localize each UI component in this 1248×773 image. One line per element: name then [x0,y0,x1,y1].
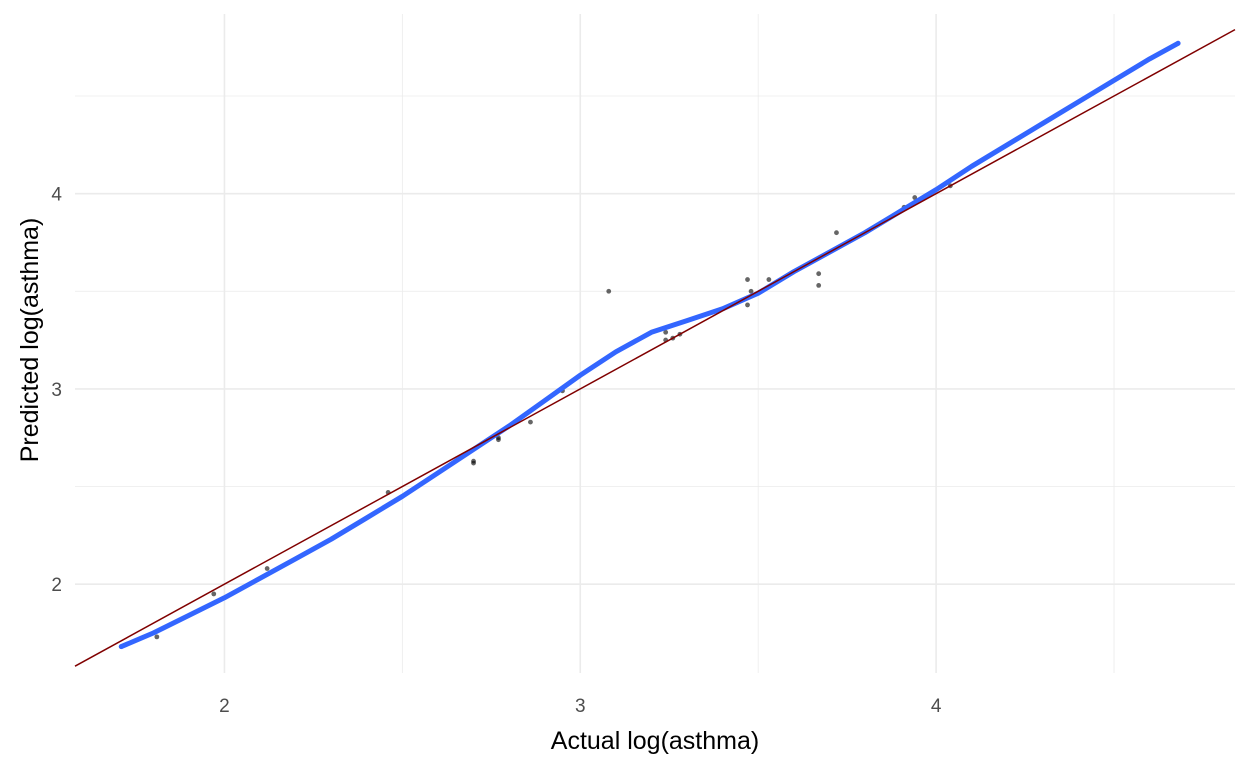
identity-reference-line [74,28,1236,667]
data-point [745,302,750,308]
data-point [528,419,533,425]
y-tick-label: 2 [51,575,62,596]
x-tick-label: 3 [575,696,586,717]
data-point [606,288,612,294]
data-point [663,329,669,335]
data-point [748,288,754,294]
y-tick-label: 4 [51,185,62,206]
data-point [264,566,270,571]
y-tick-label: 3 [51,380,62,401]
data-point [912,195,918,200]
grid-lines [75,14,1235,673]
data-point [471,460,476,466]
data-point [816,283,822,288]
x-axis-ticks: 2 3 4 [219,696,942,717]
y-axis-title: Predicted log(asthma) [16,218,44,463]
y-axis-ticks: 2 3 4 [51,185,62,597]
data-point [154,634,160,640]
data-point [211,591,217,597]
smooth-trend-line [118,40,1181,650]
data-point [834,230,839,236]
data-point [766,277,772,282]
data-points [118,40,1181,650]
x-axis-title: Actual log(asthma) [551,727,759,755]
series-lines [74,28,1236,667]
data-point [745,277,750,282]
data-point [816,271,822,277]
x-tick-label: 2 [219,696,230,717]
x-tick-label: 4 [931,696,942,717]
data-point [496,437,501,443]
